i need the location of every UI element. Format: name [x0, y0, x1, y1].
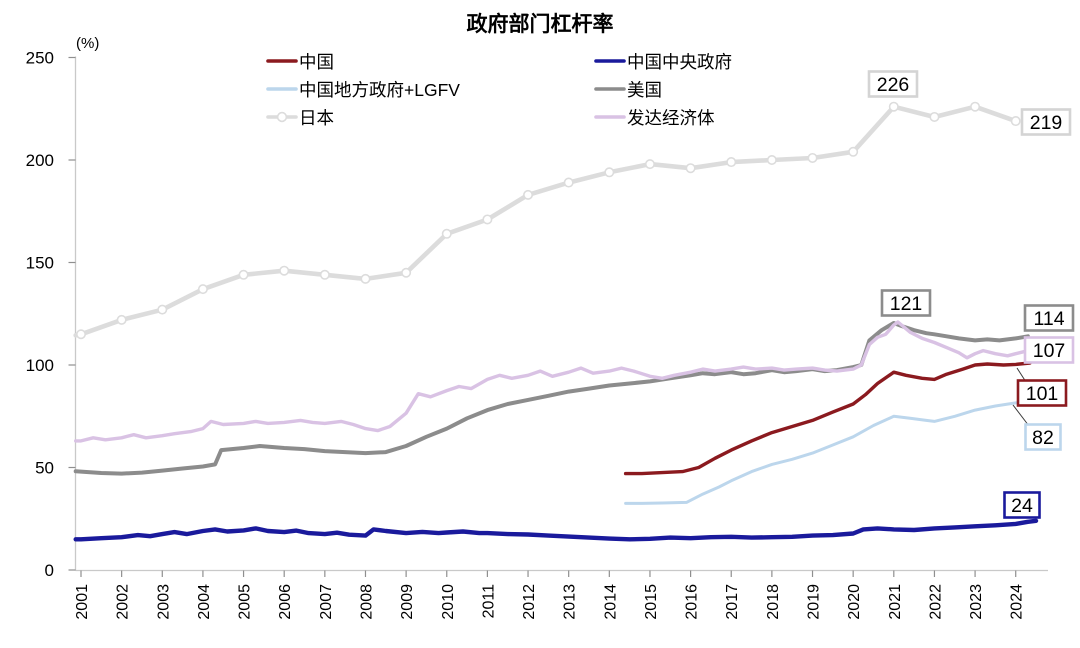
series-marker: [157, 304, 168, 315]
series-marker: [116, 314, 127, 325]
value-label-box: [1016, 379, 1068, 407]
series-line: [73, 321, 1030, 476]
x-tick-label: 2014: [602, 584, 619, 620]
x-tick-label: 2021: [887, 584, 904, 620]
x-tick-label: 2004: [196, 584, 213, 620]
value-label-box: [1024, 423, 1062, 451]
y-tick-label: 100: [26, 356, 54, 375]
value-label-box: [1003, 491, 1041, 519]
x-tick-label: 2022: [927, 584, 944, 620]
y-tick-label: 0: [45, 561, 54, 580]
x-tick-label: 2020: [846, 584, 863, 620]
series-marker: [848, 146, 859, 157]
series-marker: [726, 157, 737, 168]
series-line: [73, 518, 1039, 542]
x-tick-label: 2008: [358, 584, 375, 620]
x-tick-label: 2010: [440, 584, 457, 620]
value-label-text: 107: [1033, 340, 1066, 362]
x-tick-label: 2016: [684, 584, 701, 620]
series-marker: [279, 265, 290, 276]
series-marker: [807, 152, 818, 163]
legend-label-developed-economies: 发达经济体: [627, 108, 715, 128]
x-tick-label: 2011: [480, 584, 497, 619]
series-marker: [563, 177, 574, 188]
value-label-text: 114: [1033, 308, 1064, 330]
x-tick-label: 2001: [74, 584, 91, 620]
series-marker: [644, 159, 655, 170]
series-marker: [1010, 116, 1021, 127]
x-tick-label: 2006: [277, 584, 294, 620]
legend-label-china-local-gov-lgfv: 中国地方政府+LGFV: [299, 80, 460, 100]
series-line: [623, 361, 1032, 476]
value-label-text: 82: [1032, 427, 1054, 449]
y-tick-label: 50: [35, 459, 54, 478]
series-marker: [523, 189, 534, 200]
legend-label-china: 中国: [299, 52, 334, 72]
value-label-text: 24: [1011, 495, 1033, 517]
value-label-box: [1023, 304, 1075, 332]
value-label-box: [1023, 336, 1075, 364]
series-marker: [401, 267, 412, 278]
x-tick-label: 2007: [318, 584, 335, 620]
legend: 中国 中国中央政府 中国地方政府+LGFV 美国 日本 发达经济体: [266, 52, 732, 128]
series-marker: [482, 214, 493, 225]
series-marker: [888, 101, 899, 112]
legend-label-china-central-gov: 中国中央政府: [627, 52, 732, 72]
series-marker: [685, 163, 696, 174]
series-marker: [238, 269, 249, 280]
value-labels: 226 219 121 114 107 101 82 24: [867, 70, 1075, 519]
x-tick-label: 2023: [968, 584, 985, 620]
y-axis-unit-label: (%): [76, 35, 99, 52]
legend-label-us: 美国: [627, 80, 662, 100]
x-tick-label: 2018: [765, 584, 782, 620]
value-label-box: [1020, 108, 1072, 136]
series-line: [624, 400, 1030, 505]
series-marker: [360, 273, 371, 284]
x-tick-label: 2015: [643, 584, 660, 620]
series-marker: [766, 155, 777, 166]
legend-label-japan: 日本: [299, 108, 334, 128]
y-tick-label: 250: [26, 49, 54, 68]
x-tick-label: 2009: [399, 584, 416, 620]
value-label-text: 219: [1030, 112, 1063, 134]
x-tick-label: 2024: [1009, 584, 1026, 620]
axes: 0 50 100 150 200 250 2001 2002 2003 2004 2005 2006 2…: [26, 49, 1048, 620]
series-lines: [73, 101, 1039, 542]
label-connector: [1012, 404, 1030, 427]
series-line: [73, 104, 1019, 338]
value-label-text: 101: [1026, 383, 1059, 405]
x-tick-label: 2005: [237, 584, 254, 620]
series-marker: [319, 269, 330, 280]
series-marker: [970, 101, 981, 112]
x-tick-label: 2003: [155, 584, 172, 620]
value-label-text: 226: [877, 74, 910, 96]
y-tick-label: 150: [26, 254, 54, 273]
series-marker: [929, 111, 940, 122]
series-marker: [441, 228, 452, 239]
series-line: [73, 320, 1032, 443]
x-tick-label: 2017: [724, 584, 741, 620]
x-tick-label: 2012: [521, 584, 538, 620]
chart-title: 政府部门杠杆率: [467, 12, 614, 36]
legend-marker-japan-circle: [276, 111, 288, 123]
x-tick-label: 2002: [115, 584, 132, 620]
x-tick-label: 2019: [806, 584, 823, 620]
x-tick-label: 2013: [562, 584, 579, 620]
value-label-text: 121: [890, 293, 923, 315]
y-tick-label: 200: [26, 151, 54, 170]
value-label-box: [867, 70, 919, 98]
series-marker: [76, 329, 87, 340]
series-marker: [604, 167, 615, 178]
value-label-box: [880, 289, 932, 317]
series-marker: [197, 284, 208, 295]
